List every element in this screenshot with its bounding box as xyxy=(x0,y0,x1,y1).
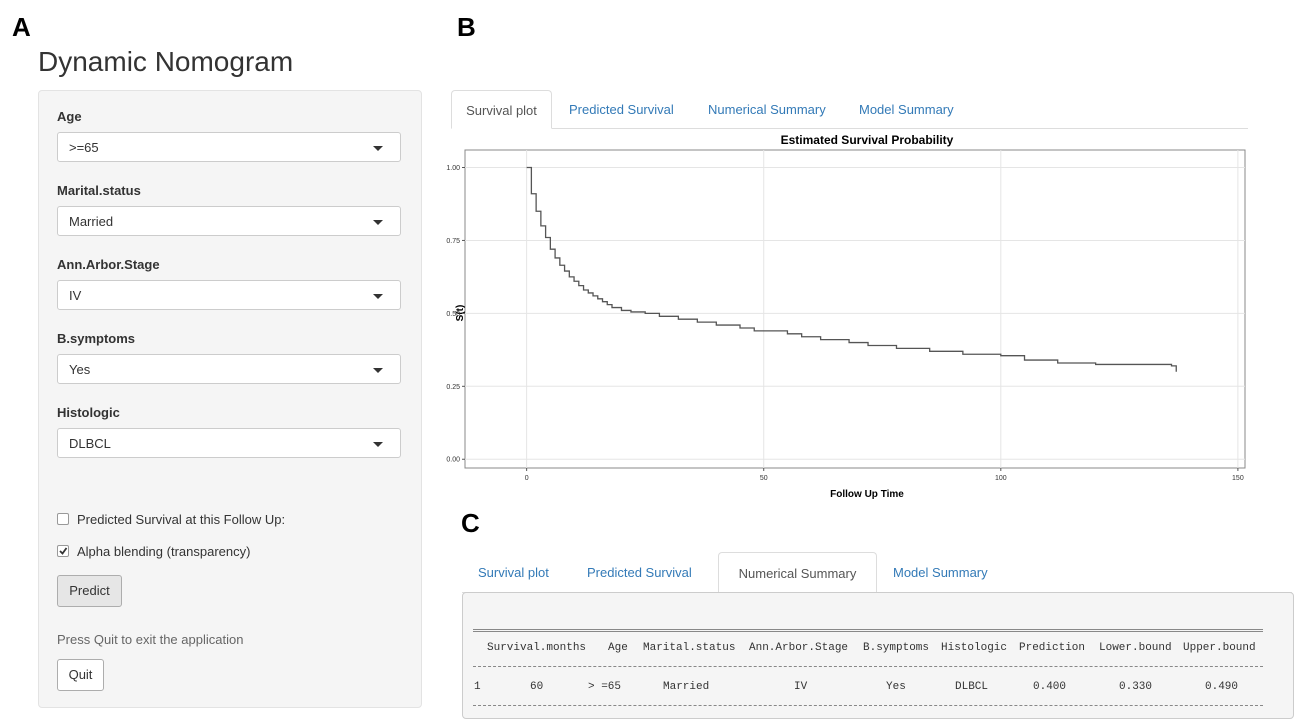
y-tick-label: 0.25 xyxy=(446,384,460,391)
predict-button[interactable]: Predict xyxy=(57,575,122,607)
table-cell: > =65 xyxy=(588,681,622,693)
chart-title: Estimated Survival Probability xyxy=(781,133,954,147)
x-tick-label: 100 xyxy=(995,475,1007,482)
tab[interactable]: Predicted Survival xyxy=(587,565,692,580)
select[interactable]: Yes xyxy=(57,354,401,384)
panel-label: C xyxy=(461,508,480,538)
tab[interactable]: Numerical Summary xyxy=(708,102,826,117)
select[interactable]: DLBCL xyxy=(57,428,401,458)
checkbox-label: Alpha blending (transparency) xyxy=(77,544,251,559)
column-header: Ann.Arbor.Stage xyxy=(749,642,849,654)
tab[interactable]: Model Summary xyxy=(859,102,954,117)
tab-bar: Survival plot Predicted Survival Numerical… xyxy=(462,552,1292,593)
column-header: Marital.status xyxy=(643,642,736,654)
panel-label: B xyxy=(457,12,476,42)
checkbox-box xyxy=(57,513,69,525)
table-cell: DLBCL xyxy=(955,681,989,693)
y-axis-label: S(t) xyxy=(455,305,466,322)
tab[interactable]: Survival plot xyxy=(478,565,549,580)
check-mark xyxy=(59,547,68,555)
column-header: Histologic xyxy=(941,642,1008,654)
table-cell: 0.330 xyxy=(1119,681,1153,693)
quit-button[interactable]: Quit xyxy=(57,659,104,691)
select[interactable]: Married xyxy=(57,206,401,236)
select[interactable]: IV xyxy=(57,280,401,310)
field-label: Histologic xyxy=(57,405,120,420)
y-tick-label: 1.00 xyxy=(446,165,460,172)
table-cell: Married xyxy=(663,681,710,693)
table-cell: 60 xyxy=(530,681,544,693)
field-label: Marital.status xyxy=(57,183,141,198)
table-cell: 0.490 xyxy=(1205,681,1239,693)
x-axis-label: Follow Up Time xyxy=(830,489,904,500)
y-tick-label: 0.50 xyxy=(446,311,460,318)
rule xyxy=(473,629,1263,632)
y-tick-label: 0.75 xyxy=(446,238,460,245)
table-cell: Yes xyxy=(886,681,906,693)
column-header: Survival.months xyxy=(487,642,587,654)
column-header: Prediction xyxy=(1019,642,1086,654)
checkbox-box xyxy=(57,545,69,557)
y-tick-label: 0.00 xyxy=(446,457,460,464)
column-header: Upper.bound xyxy=(1183,642,1256,654)
panel-label: A xyxy=(12,12,31,42)
table-cell: 0.400 xyxy=(1033,681,1067,693)
summary-table: Survival.months Age Marital.status Ann.Arbo… xyxy=(462,592,1294,719)
checkbox[interactable]: Predicted Survival at this Follow Up: xyxy=(57,512,285,527)
select[interactable]: >=65 xyxy=(57,132,401,162)
column-header: Age xyxy=(608,642,628,654)
field-label: B.symptoms xyxy=(57,331,136,346)
tab-bar: Survival plot Predicted Survival Numerical… xyxy=(451,90,1248,129)
tab[interactable]: Model Summary xyxy=(893,565,988,580)
column-header: Lower.bound xyxy=(1099,642,1172,654)
rule xyxy=(473,705,1263,706)
field-label: Age xyxy=(57,109,82,124)
checkbox-label: Predicted Survival at this Follow Up: xyxy=(77,512,286,527)
checkbox[interactable]: Alpha blending (transparency) xyxy=(57,544,250,559)
table-cell: 1 xyxy=(474,681,481,693)
survival-curve xyxy=(526,166,1177,372)
app-title: Dynamic Nomogram xyxy=(38,46,294,77)
field-label: Ann.Arbor.Stage xyxy=(57,257,160,272)
tab[interactable]: Numerical Summary xyxy=(718,552,877,593)
table-cell: IV xyxy=(794,681,808,693)
x-tick-label: 50 xyxy=(760,475,768,482)
rule xyxy=(473,666,1263,667)
tab[interactable]: Predicted Survival xyxy=(569,102,674,117)
x-tick-label: 150 xyxy=(1232,475,1244,482)
tab[interactable]: Survival plot xyxy=(451,90,552,129)
column-header: B.symptoms xyxy=(863,642,930,654)
quit-note: Press Quit to exit the application xyxy=(57,632,244,647)
sidebar: Age >=65 Marital.status Married Ann.Arbor.St… xyxy=(38,90,422,708)
x-tick-label: 0 xyxy=(525,475,529,482)
plot-area xyxy=(464,149,1246,469)
